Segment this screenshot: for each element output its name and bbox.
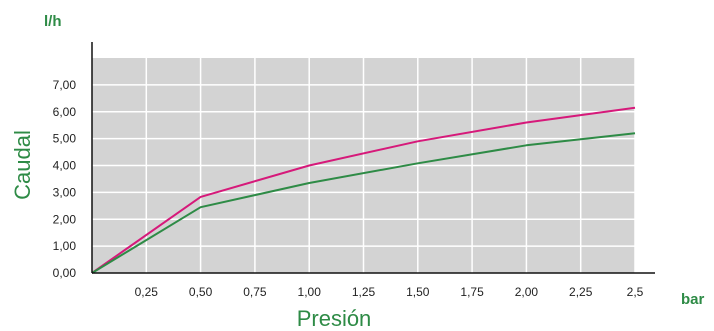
x-tick-label-4: 1,25 xyxy=(352,285,376,299)
x-tick-label-5: 1,50 xyxy=(406,285,430,299)
series-line-1 xyxy=(91,132,636,274)
x-tick-label-6: 1,75 xyxy=(460,285,484,299)
y-tick-labels: 0,00 1,00 2,00 3,00 4,00 5,00 6,00 7,00 xyxy=(53,78,77,280)
y-tick-label-3: 3,00 xyxy=(53,185,77,199)
y-tick-label-0: 0,00 xyxy=(53,266,77,280)
x-tick-label-1: 0,50 xyxy=(189,285,213,299)
y-tick-label-4: 4,00 xyxy=(53,159,77,173)
x-tick-label-7: 2,00 xyxy=(515,285,539,299)
grid-lines xyxy=(92,58,636,273)
x-tick-label-0: 0,25 xyxy=(135,285,159,299)
y-unit-label: l/h xyxy=(44,13,62,30)
x-tick-label-8: 2,25 xyxy=(569,285,593,299)
x-tick-labels: 0,25 0,50 0,75 1,00 1,25 1,50 1,75 2,00 2,25 2,5 xyxy=(135,285,644,299)
y-tick-label-7: 7,00 xyxy=(53,78,77,92)
x-tick-label-2: 0,75 xyxy=(243,285,267,299)
y-tick-label-2: 2,00 xyxy=(53,212,77,226)
x-axis-title: Presión xyxy=(297,306,372,331)
x-tick-label-3: 1,00 xyxy=(298,285,322,299)
series-layer xyxy=(91,106,636,274)
x-unit-label: bar xyxy=(681,291,705,308)
y-tick-label-6: 6,00 xyxy=(53,105,77,119)
y-axis-title: Caudal xyxy=(10,130,35,200)
series-line-0 xyxy=(91,106,636,274)
y-tick-label-5: 5,00 xyxy=(53,132,77,146)
x-tick-label-9: 2,5 xyxy=(627,285,644,299)
y-tick-label-1: 1,00 xyxy=(53,239,77,253)
